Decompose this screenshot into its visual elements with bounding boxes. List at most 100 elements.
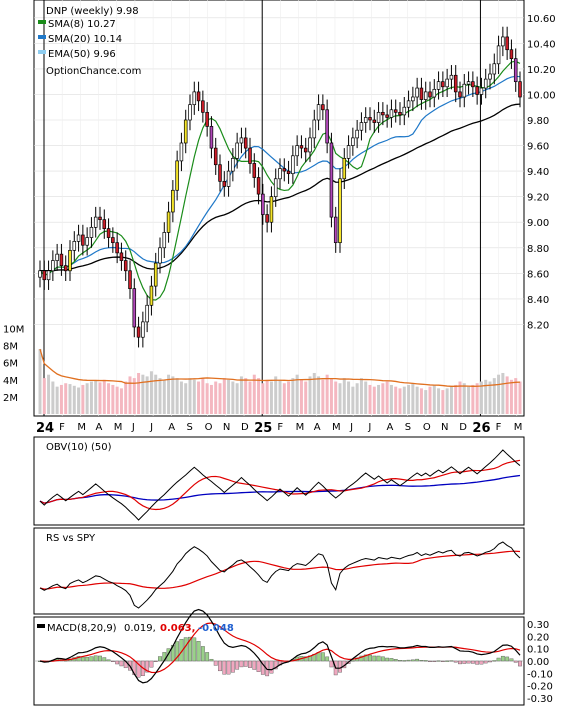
candle-body xyxy=(132,288,137,328)
candle-body xyxy=(393,109,398,113)
candle-body xyxy=(342,157,347,180)
candle-body xyxy=(355,129,359,139)
candle-body xyxy=(359,122,364,131)
price-panel-frame xyxy=(33,0,525,417)
candle-body xyxy=(231,157,235,172)
candle-body xyxy=(158,247,162,264)
candle-body xyxy=(115,242,119,254)
volume-bar xyxy=(295,374,299,414)
candle-body xyxy=(243,137,248,149)
year-tick-label: 24 xyxy=(36,421,54,436)
candle-body xyxy=(256,177,261,195)
candle-body xyxy=(46,270,51,281)
macd-hist-bar xyxy=(110,660,115,663)
volume-bar xyxy=(167,374,171,414)
macd-hist-bar xyxy=(513,660,518,663)
volume-bar xyxy=(158,378,162,414)
price-tick-label: 10.20 xyxy=(527,65,556,76)
candle-body xyxy=(111,237,115,244)
volume-bar xyxy=(505,376,509,414)
macd-hist-bar xyxy=(398,660,402,662)
macd-tick-label: 0.30 xyxy=(527,620,549,631)
volume-bar xyxy=(42,378,46,414)
candle-body xyxy=(218,164,222,182)
macd-hist-bar xyxy=(393,658,398,662)
volume-bar xyxy=(141,374,145,414)
macd-hist-bar xyxy=(428,660,432,663)
candle-body xyxy=(428,91,432,98)
volume-bar xyxy=(291,378,295,414)
candle-body xyxy=(145,304,149,323)
price-tick-label: 8.60 xyxy=(527,269,549,280)
candle-body xyxy=(449,74,454,80)
candle-body xyxy=(338,178,342,244)
month-tick-label: F xyxy=(59,422,65,433)
volume-bar xyxy=(411,383,415,414)
volume-bar xyxy=(445,388,449,414)
candle-body xyxy=(261,193,265,215)
macd-hist-bar xyxy=(415,658,420,662)
volume-bar xyxy=(428,386,432,414)
macd-hist-bar xyxy=(453,660,458,663)
macd-hist-bar xyxy=(235,660,240,670)
volume-bar xyxy=(492,378,496,414)
candle-body xyxy=(436,81,441,90)
candle-body xyxy=(346,145,351,159)
candle-body xyxy=(269,196,274,223)
volume-bar xyxy=(454,384,458,414)
macd-line xyxy=(39,608,521,684)
candle-body xyxy=(351,137,355,146)
volume-bar xyxy=(244,378,248,414)
month-tick-label: J xyxy=(367,422,371,433)
candle-body xyxy=(188,104,192,121)
month-tick-label: M xyxy=(77,422,86,433)
macd-hist-bar xyxy=(496,657,501,662)
volume-bar xyxy=(72,385,76,414)
candle-body xyxy=(381,111,385,116)
candle-body xyxy=(141,321,145,338)
volume-bar xyxy=(389,384,393,414)
candle-body xyxy=(192,91,197,106)
volume-bar xyxy=(94,380,98,414)
price-tick-label: 10.40 xyxy=(527,39,556,50)
volume-bar xyxy=(274,376,278,414)
candle-body xyxy=(453,74,458,93)
volume-bar xyxy=(317,376,321,414)
volume-bar xyxy=(218,383,222,414)
candle-body xyxy=(509,49,514,60)
volume-bar xyxy=(304,381,308,414)
price-tick-label: 8.40 xyxy=(527,295,549,306)
volume-bar xyxy=(488,381,492,414)
legend-swatch-ema50 xyxy=(38,50,46,54)
macd-tick-label: -0.10 xyxy=(527,669,553,680)
candle-body xyxy=(59,253,64,267)
candle-body xyxy=(303,147,308,153)
candle-body xyxy=(106,228,111,238)
macd-legend: MACD(8,20,9) 0.019, 0.063, -0.048 xyxy=(37,623,234,634)
macd-hist-bar xyxy=(492,660,497,662)
volume-bar xyxy=(222,378,226,414)
volume-bar xyxy=(64,383,68,414)
volume-bar xyxy=(381,383,385,414)
volume-bar xyxy=(119,388,123,414)
volume-bar xyxy=(299,379,303,414)
candle-body xyxy=(175,160,179,191)
volume-average-line xyxy=(39,348,521,387)
sma8-line xyxy=(39,60,521,301)
volume-bar xyxy=(227,379,231,414)
legend-swatch-sma20 xyxy=(38,35,46,39)
candle-body xyxy=(252,163,257,178)
candle-body xyxy=(376,111,381,123)
macd-hist-bar xyxy=(218,660,222,672)
month-tick-label: O xyxy=(423,422,431,433)
macd-hist-bar xyxy=(432,660,437,663)
volume-bar xyxy=(261,383,265,414)
macd-swatch xyxy=(37,624,45,628)
candle-body xyxy=(458,91,462,98)
volume-bar xyxy=(458,381,462,414)
volume-bar xyxy=(424,390,428,414)
macd-hist-bar xyxy=(200,646,205,662)
volume-bars xyxy=(38,348,522,414)
candle-body xyxy=(239,137,244,144)
